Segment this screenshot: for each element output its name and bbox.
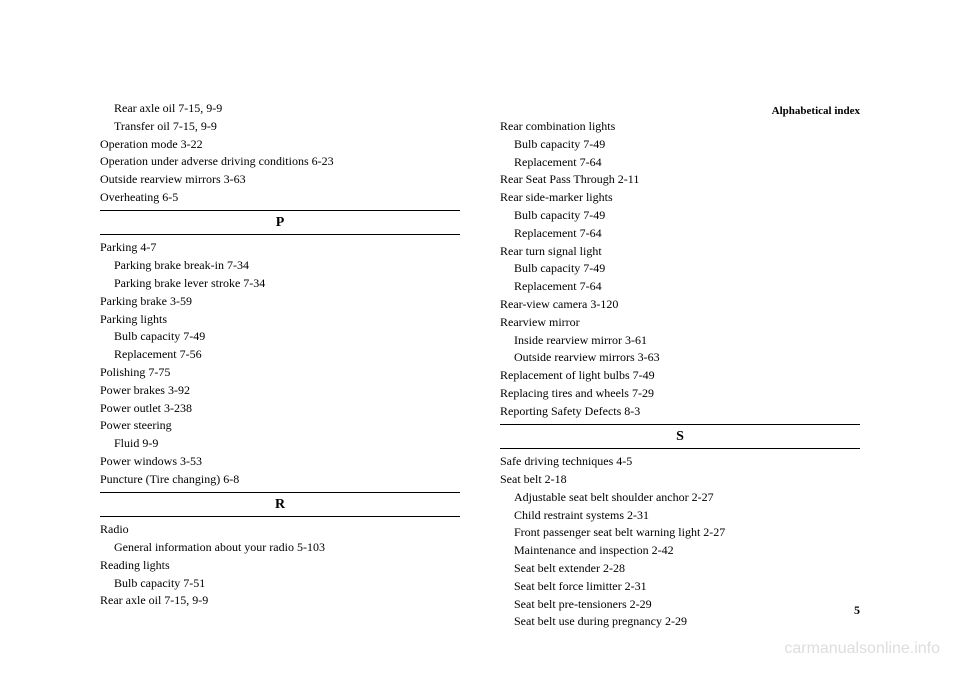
index-entry: Parking lights (100, 311, 460, 328)
index-entry: Replacement 7-64 (500, 154, 860, 171)
index-entry: Seat belt force limitter 2-31 (500, 578, 860, 595)
index-entry: Power steering (100, 417, 460, 434)
page-number: 5 (854, 603, 860, 618)
section-header-r: R (100, 492, 460, 518)
index-entry: Outside rearview mirrors 3-63 (100, 171, 460, 188)
index-entry: Rear side-marker lights (500, 189, 860, 206)
index-entry: Rear combination lights (500, 118, 860, 135)
index-entry: Replacement of light bulbs 7-49 (500, 367, 860, 384)
page-content: Rear axle oil 7-15, 9-9Transfer oil 7-15… (0, 0, 960, 671)
index-entry: Seat belt extender 2-28 (500, 560, 860, 577)
watermark: carmanualsonline.info (784, 640, 940, 658)
index-entry: Replacement 7-64 (500, 225, 860, 242)
right-column: Rear combination lightsBulb capacity 7-4… (500, 100, 860, 631)
index-entry: Safe driving techniques 4-5 (500, 453, 860, 470)
index-entry: Fluid 9-9 (100, 435, 460, 452)
index-entry: Parking brake lever stroke 7-34 (100, 275, 460, 292)
section-header-p: P (100, 210, 460, 236)
index-entry: Overheating 6-5 (100, 189, 460, 206)
index-entry: General information about your radio 5-1… (100, 539, 460, 556)
index-entry: Parking brake 3-59 (100, 293, 460, 310)
index-entry: Parking 4-7 (100, 239, 460, 256)
index-entry: Transfer oil 7-15, 9-9 (100, 118, 460, 135)
index-entry: Replacement 7-64 (500, 278, 860, 295)
index-entry: Replacing tires and wheels 7-29 (500, 385, 860, 402)
index-entry: Adjustable seat belt shoulder anchor 2-2… (500, 489, 860, 506)
section-header-s: S (500, 424, 860, 450)
index-entry: Seat belt use during pregnancy 2-29 (500, 613, 860, 630)
index-entry: Power outlet 3-238 (100, 400, 460, 417)
index-entry: Replacement 7-56 (100, 346, 460, 363)
index-entry: Child restraint systems 2-31 (500, 507, 860, 524)
index-entry: Bulb capacity 7-49 (500, 207, 860, 224)
index-entry: Rear-view camera 3-120 (500, 296, 860, 313)
index-entry: Maintenance and inspection 2-42 (500, 542, 860, 559)
page-header: Alphabetical index (772, 105, 860, 117)
index-entry: Power windows 3-53 (100, 453, 460, 470)
index-entry: Operation mode 3-22 (100, 136, 460, 153)
index-entry: Inside rearview mirror 3-61 (500, 332, 860, 349)
index-entry: Rear axle oil 7-15, 9-9 (100, 100, 460, 117)
index-entry: Puncture (Tire changing) 6-8 (100, 471, 460, 488)
index-entry: Operation under adverse driving conditio… (100, 153, 460, 170)
index-entry: Bulb capacity 7-49 (500, 260, 860, 277)
index-entry: Rear axle oil 7-15, 9-9 (100, 592, 460, 609)
index-entry: Seat belt pre-tensioners 2-29 (500, 596, 860, 613)
index-entry: Rearview mirror (500, 314, 860, 331)
index-entry: Bulb capacity 7-49 (100, 328, 460, 345)
index-entry: Power brakes 3-92 (100, 382, 460, 399)
index-entry: Radio (100, 521, 460, 538)
index-entry: Polishing 7-75 (100, 364, 460, 381)
index-entry: Front passenger seat belt warning light … (500, 524, 860, 541)
index-entry: Bulb capacity 7-51 (100, 575, 460, 592)
left-column: Rear axle oil 7-15, 9-9Transfer oil 7-15… (100, 100, 460, 631)
index-entry: Seat belt 2-18 (500, 471, 860, 488)
index-entry: Parking brake break-in 7-34 (100, 257, 460, 274)
index-entry: Rear Seat Pass Through 2-11 (500, 171, 860, 188)
index-entry: Bulb capacity 7-49 (500, 136, 860, 153)
index-entry: Outside rearview mirrors 3-63 (500, 349, 860, 366)
index-entry: Reading lights (100, 557, 460, 574)
index-entry: Rear turn signal light (500, 243, 860, 260)
index-entry: Reporting Safety Defects 8-3 (500, 403, 860, 420)
